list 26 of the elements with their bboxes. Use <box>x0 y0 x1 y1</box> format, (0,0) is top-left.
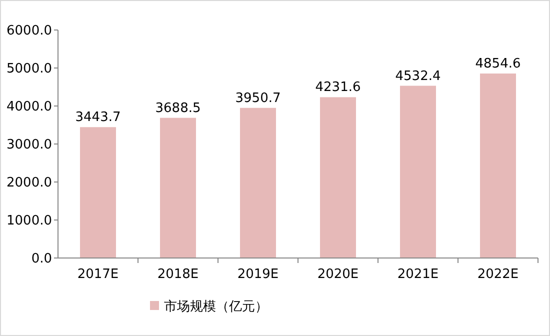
x-tick-label: 2018E <box>157 267 199 282</box>
x-tick-label: 2021E <box>397 267 439 282</box>
x-tick-label: 2020E <box>317 267 359 282</box>
x-tick-label: 2017E <box>77 267 119 282</box>
data-label: 4854.6 <box>475 56 521 72</box>
bar <box>320 97 356 258</box>
data-label: 4532.4 <box>395 68 441 84</box>
data-label: 4231.6 <box>315 80 361 96</box>
y-tick-label: 0.0 <box>31 252 52 267</box>
legend-label: 市场规模（亿元） <box>164 300 268 315</box>
bar <box>400 86 436 258</box>
y-tick-label: 1000.0 <box>6 214 52 229</box>
x-tick-label: 2022E <box>477 267 519 282</box>
y-tick-label: 3000.0 <box>6 138 52 153</box>
y-tick-label: 5000.0 <box>6 62 52 77</box>
bar <box>80 127 116 258</box>
data-label: 3443.7 <box>75 110 121 126</box>
x-tick-label: 2019E <box>237 267 279 282</box>
data-label: 3950.7 <box>235 90 281 106</box>
bar <box>240 108 276 258</box>
bar <box>160 118 196 258</box>
y-tick-label: 2000.0 <box>6 176 52 191</box>
y-tick-label: 4000.0 <box>6 100 52 115</box>
y-tick-label: 6000.0 <box>6 24 52 39</box>
bar <box>480 74 516 258</box>
data-label: 3688.5 <box>155 100 201 116</box>
